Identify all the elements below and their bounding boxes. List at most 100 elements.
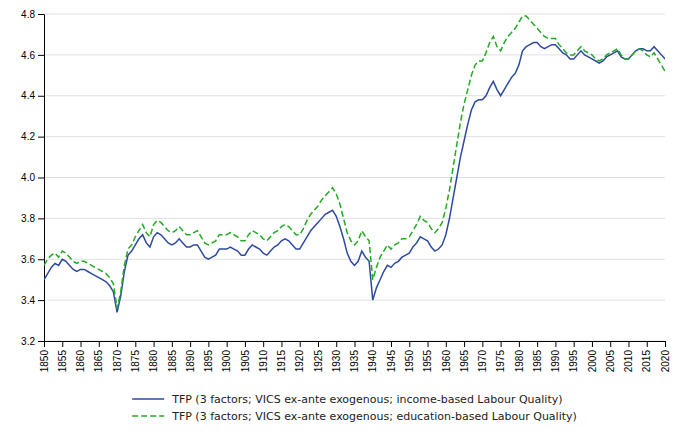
x-tick: 1995	[568, 341, 579, 372]
y-tick-mark	[38, 300, 44, 301]
x-tick-mark	[172, 341, 173, 347]
x-tick-mark	[519, 341, 520, 347]
x-tick-mark	[592, 341, 593, 347]
y-tick-mark	[38, 259, 44, 260]
x-tick-mark	[117, 341, 118, 347]
x-tick-label: 1880	[148, 350, 159, 373]
x-tick-label: 1865	[93, 350, 104, 373]
x-tick-label: 1905	[240, 350, 251, 373]
x-tick-label: 1930	[331, 350, 342, 373]
y-tick-mark	[38, 218, 44, 219]
x-tick-label: 1990	[550, 350, 561, 373]
x-tick: 1975	[495, 341, 506, 372]
x-tick: 1940	[367, 341, 378, 372]
x-tick-mark	[428, 341, 429, 347]
x-tick-label: 1870	[112, 350, 123, 373]
x-tick-mark	[464, 341, 465, 347]
x-tick-label: 1955	[422, 350, 433, 373]
x-tick: 1965	[459, 341, 470, 372]
y-tick: 3.2	[21, 336, 44, 347]
x-tick-mark	[281, 341, 282, 347]
y-tick-label: 4.6	[21, 50, 35, 61]
legend-swatch	[132, 398, 164, 400]
x-tick-label: 1940	[367, 350, 378, 373]
grid-line	[44, 300, 665, 301]
x-tick-mark	[263, 341, 264, 347]
x-tick: 1955	[422, 341, 433, 372]
plot-area: 1850185518601865187018751880188518901895…	[21, 9, 671, 373]
x-tick: 1900	[221, 341, 232, 372]
x-tick-mark	[574, 341, 575, 347]
y-tick: 3.4	[21, 295, 44, 306]
x-tick: 1855	[57, 341, 68, 372]
x-tick-label: 2010	[623, 350, 634, 373]
y-axis: 3.23.43.63.84.04.24.44.64.8	[21, 9, 44, 347]
y-tick: 4.6	[21, 50, 44, 61]
y-tick: 3.8	[21, 213, 44, 224]
x-tick-label: 1945	[386, 350, 397, 373]
y-tick-mark	[38, 137, 44, 138]
x-tick-label: 2015	[641, 350, 652, 373]
x-tick-mark	[62, 341, 63, 347]
y-tick-label: 4.0	[21, 172, 35, 183]
y-tick: 4.8	[21, 9, 44, 20]
y-tick-mark	[38, 178, 44, 179]
x-tick-label: 1860	[75, 350, 86, 373]
x-tick-label: 1855	[57, 350, 68, 373]
x-tick-label: 1935	[349, 350, 360, 373]
x-axis-line	[45, 342, 666, 348]
x-tick-label: 1910	[258, 350, 269, 373]
x-tick: 1985	[532, 341, 543, 372]
x-tick-label: 1875	[130, 350, 141, 373]
y-tick-mark	[38, 341, 44, 342]
x-tick-label: 1980	[514, 350, 525, 373]
x-tick-mark	[665, 341, 666, 347]
x-tick: 1890	[185, 341, 196, 372]
x-tick: 1910	[258, 341, 269, 372]
x-tick-mark	[482, 341, 483, 347]
grid	[44, 14, 665, 341]
x-tick-mark	[318, 341, 319, 347]
x-tick-mark	[355, 341, 356, 347]
x-tick-label: 1925	[313, 350, 324, 373]
x-tick: 1980	[514, 341, 525, 372]
x-tick-label: 1890	[185, 350, 196, 373]
x-tick-mark	[555, 341, 556, 347]
x-tick-label: 1985	[532, 350, 543, 373]
x-tick-label: 1895	[203, 350, 214, 373]
x-tick: 1850	[39, 341, 50, 372]
y-tick: 4.2	[21, 131, 44, 142]
x-tick-mark	[135, 341, 136, 347]
x-tick: 1960	[441, 341, 452, 372]
y-tick-mark	[38, 96, 44, 97]
series-line	[44, 43, 665, 313]
x-tick-mark	[409, 341, 410, 347]
x-tick: 1915	[276, 341, 287, 372]
x-tick-mark	[501, 341, 502, 347]
x-tick-label: 1915	[276, 350, 287, 373]
x-tick-mark	[628, 341, 629, 347]
x-tick-mark	[245, 341, 246, 347]
x-tick: 2020	[660, 341, 671, 372]
x-tick-label: 1920	[294, 350, 305, 373]
y-axis-line	[38, 15, 45, 342]
x-tick: 1870	[112, 341, 123, 372]
x-tick: 1930	[331, 341, 342, 372]
x-tick: 1865	[93, 341, 104, 372]
x-tick: 1905	[240, 341, 251, 372]
grid-line	[44, 218, 665, 219]
legend-swatch	[132, 415, 164, 417]
lines	[44, 16, 665, 312]
x-tick-label: 1975	[495, 350, 506, 373]
x-tick-label: 1960	[441, 350, 452, 373]
x-tick: 1860	[75, 341, 86, 372]
x-tick: 1895	[203, 341, 214, 372]
x-tick-label: 1970	[477, 350, 488, 373]
x-tick-label: 1965	[459, 350, 470, 373]
x-tick-mark	[446, 341, 447, 347]
y-tick-label: 3.6	[21, 254, 35, 265]
x-tick: 1950	[404, 341, 415, 372]
x-tick: 1970	[477, 341, 488, 372]
x-tick-mark	[336, 341, 337, 347]
x-tick-label: 2000	[587, 350, 598, 373]
